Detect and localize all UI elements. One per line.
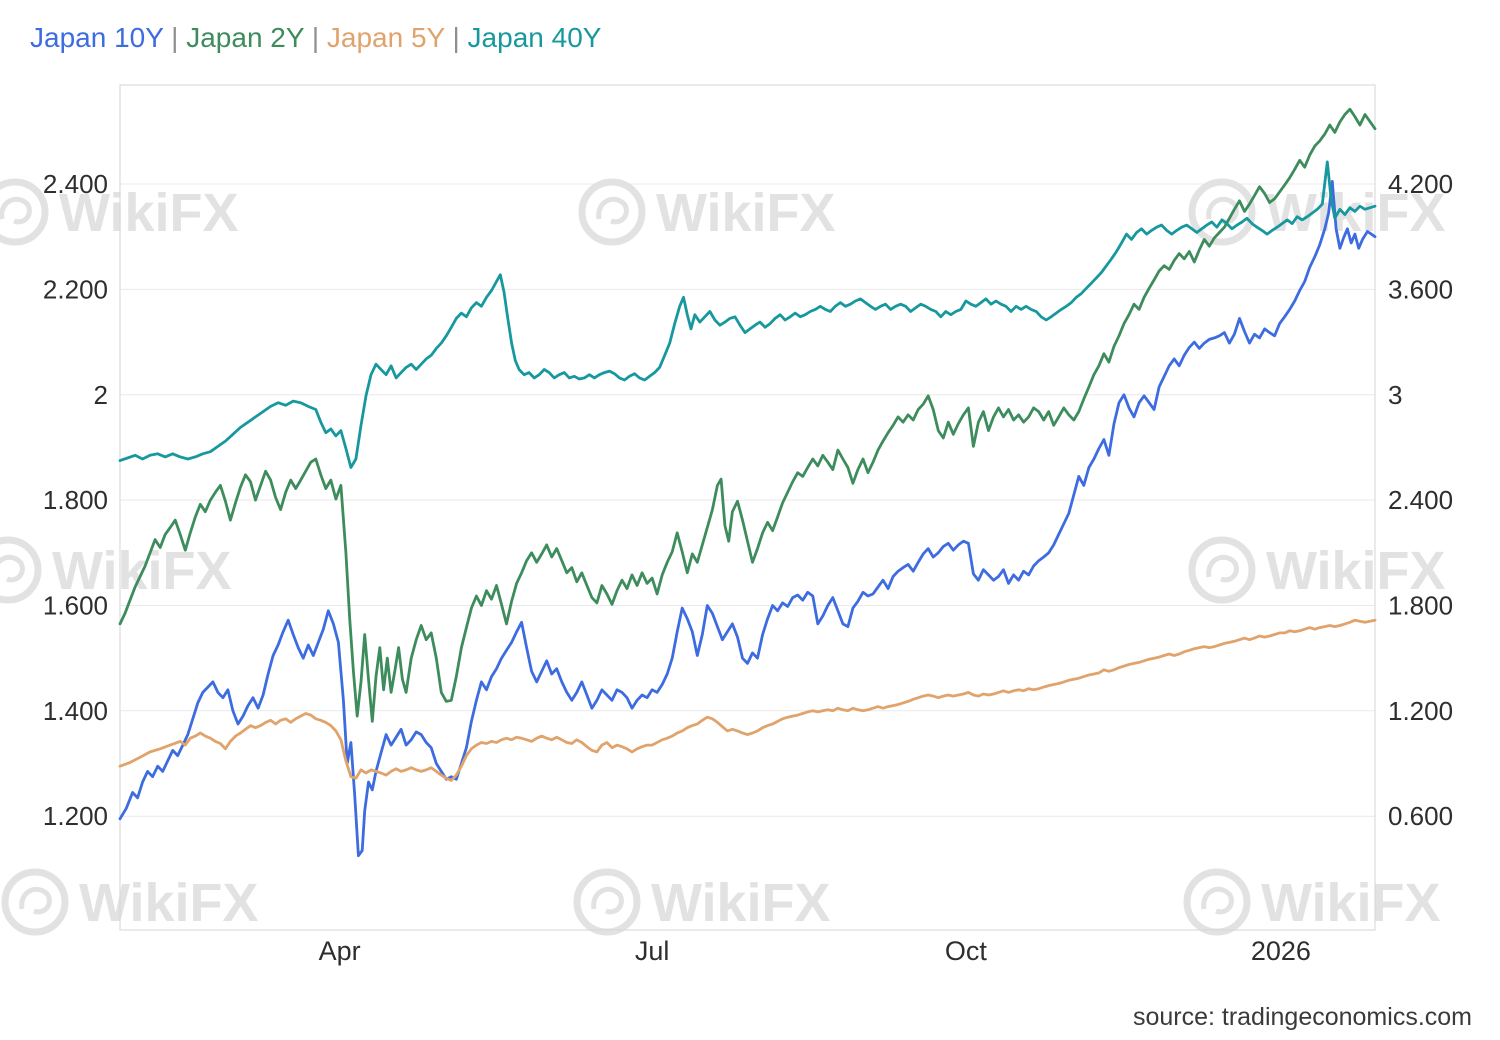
y-left-tick-label: 2.200 bbox=[43, 274, 108, 304]
source-attribution[interactable]: source: tradingeconomics.com bbox=[1132, 1003, 1472, 1031]
wikifx-watermark: WikiFX bbox=[1, 868, 259, 936]
watermark-text: WikiFX bbox=[1261, 873, 1441, 933]
legend-separator: | bbox=[304, 22, 327, 53]
wikifx-logo-icon bbox=[0, 178, 49, 246]
y-left-tick-label: 1.200 bbox=[43, 801, 108, 831]
y-left-tick-label: 2 bbox=[94, 380, 108, 410]
gridlines bbox=[120, 183, 1375, 817]
watermark-text: WikiFX bbox=[656, 183, 836, 243]
wikifx-logo-icon bbox=[0, 536, 42, 604]
wikifx-watermark: WikiFX bbox=[1183, 868, 1441, 936]
watermark-text: WikiFX bbox=[79, 873, 259, 933]
y-right-tick-label: 3 bbox=[1388, 380, 1402, 410]
plot-border bbox=[119, 84, 1376, 931]
watermark-text: WikiFX bbox=[1266, 541, 1446, 601]
watermark-text: WikiFX bbox=[59, 183, 239, 243]
wikifx-logo-icon bbox=[1201, 886, 1234, 915]
wikifx-logo-icon bbox=[0, 554, 25, 583]
watermark-text: WikiFX bbox=[1266, 183, 1446, 243]
y-left-tick-label: 1.600 bbox=[43, 591, 108, 621]
wikifx-logo-icon bbox=[1183, 868, 1251, 936]
series-line-japan-10y bbox=[118, 179, 1377, 858]
wikifx-watermark: WikiFX bbox=[1188, 536, 1446, 604]
series-line-japan-2y bbox=[118, 107, 1377, 723]
y-right-tick-label: 2.400 bbox=[1388, 485, 1453, 515]
wikifx-logo-icon bbox=[1188, 178, 1256, 246]
wikifx-watermark: WikiFX bbox=[573, 868, 831, 936]
legend-item-japan-40y[interactable]: Japan 40Y bbox=[467, 22, 602, 53]
series-line-japan-40y bbox=[118, 160, 1377, 469]
legend-item-japan-10y[interactable]: Japan 10Y bbox=[30, 22, 164, 53]
y-right-tick-label: 3.600 bbox=[1388, 274, 1453, 304]
wikifx-watermark: WikiFX bbox=[0, 178, 239, 246]
y-left-tick-label: 2.400 bbox=[43, 169, 108, 199]
y-left-tick-label: 1.800 bbox=[43, 485, 108, 515]
y-right-tick-label: 1.200 bbox=[1388, 696, 1453, 726]
wikifx-logo-icon bbox=[578, 178, 646, 246]
x-tick-label: 2026 bbox=[1251, 936, 1311, 966]
chart-legend: Japan 10Y | Japan 2Y | Japan 5Y | Japan … bbox=[30, 22, 601, 54]
wikifx-logo-icon bbox=[19, 886, 52, 915]
wikifx-watermark: WikiFX bbox=[1188, 178, 1446, 246]
wikifx-logo-icon bbox=[0, 196, 32, 225]
legend-item-japan-2y[interactable]: Japan 2Y bbox=[186, 22, 305, 53]
watermark-layer: WikiFX WikiFX WikiFX WikiFX WikiFX WikiFX Wiki… bbox=[0, 178, 1446, 936]
wikifx-logo-icon bbox=[591, 886, 624, 915]
x-tick-label: Apr bbox=[319, 936, 361, 966]
wikifx-logo-icon bbox=[596, 196, 629, 225]
y-left-tick-label: 1.400 bbox=[43, 696, 108, 726]
y-right-tick-label: 4.200 bbox=[1388, 169, 1453, 199]
axis-labels: 2.400 2.200 2 1.800 1.600 1.400 1.200 4.200 3.60… bbox=[43, 169, 1453, 966]
wikifx-logo-icon bbox=[1188, 536, 1256, 604]
legend-separator: | bbox=[444, 22, 468, 53]
wikifx-watermark: WikiFX bbox=[0, 536, 232, 604]
series-line-japan-5y bbox=[118, 618, 1377, 782]
legend-separator: | bbox=[163, 22, 187, 53]
x-tick-label: Jul bbox=[635, 936, 670, 966]
y-right-tick-label: 0.600 bbox=[1388, 801, 1453, 831]
watermark-text: WikiFX bbox=[651, 873, 831, 933]
x-tick-label: Oct bbox=[945, 936, 988, 966]
wikifx-logo-icon bbox=[573, 868, 641, 936]
wikifx-logo-icon bbox=[1, 868, 69, 936]
wikifx-logo-icon bbox=[1206, 554, 1239, 583]
legend-item-japan-5y[interactable]: Japan 5Y bbox=[326, 22, 445, 53]
wikifx-watermark: WikiFX bbox=[578, 178, 836, 246]
y-right-tick-label: 1.800 bbox=[1388, 591, 1453, 621]
